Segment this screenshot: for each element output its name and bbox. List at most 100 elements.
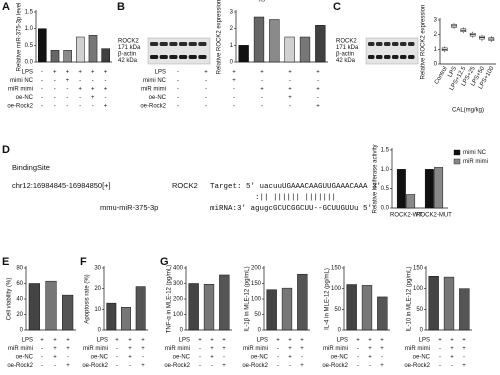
condition-sign: + bbox=[141, 363, 145, 369]
condition-sign: + bbox=[66, 363, 70, 369]
blot-band bbox=[368, 55, 375, 59]
condition-sign: + bbox=[288, 346, 292, 352]
bar bbox=[45, 280, 57, 331]
y-tick-label: 0.5 bbox=[381, 186, 390, 192]
blot-band bbox=[188, 42, 197, 46]
y-tick-label: 200 bbox=[251, 266, 262, 272]
condition-sign: + bbox=[300, 346, 304, 352]
condition-label: oe-NC bbox=[16, 355, 34, 361]
panel-label: G bbox=[160, 256, 169, 268]
condition-sign: - bbox=[317, 95, 319, 101]
condition-sign: - bbox=[199, 363, 201, 369]
condition-label: oe-Rock2 bbox=[242, 363, 268, 369]
panel-label: B bbox=[117, 1, 125, 13]
y-tick-label: 80 bbox=[16, 266, 23, 272]
condition-sign: + bbox=[316, 87, 320, 93]
blot-label: 171 kDa bbox=[118, 45, 141, 51]
blot-band bbox=[188, 55, 197, 59]
condition-sign: + bbox=[66, 70, 70, 76]
legend-label: mimi NC bbox=[463, 150, 487, 156]
bar bbox=[63, 50, 72, 63]
condition-sign: - bbox=[439, 346, 441, 352]
y-tick-label: 100 bbox=[331, 286, 342, 292]
condition-sign: + bbox=[210, 338, 214, 344]
y-tick-label: 1.5 bbox=[381, 148, 390, 154]
y-tick-label: 60 bbox=[16, 281, 23, 287]
condition-sign: - bbox=[357, 363, 359, 369]
condition-sign: + bbox=[198, 338, 202, 344]
condition-sign: - bbox=[116, 355, 118, 361]
condition-sign: + bbox=[78, 87, 82, 93]
y-tick-label: 100 bbox=[413, 286, 424, 292]
y-tick-label: 0.0 bbox=[381, 206, 390, 212]
blot-band bbox=[179, 42, 188, 46]
blot-label: β-actin bbox=[118, 52, 136, 58]
y-axis-label: Relative ROCK2 expression bbox=[421, 5, 427, 80]
condition-sign: - bbox=[116, 346, 118, 352]
bar bbox=[203, 284, 215, 331]
bar bbox=[219, 274, 230, 331]
condition-sign: + bbox=[222, 338, 226, 344]
condition-sign: + bbox=[232, 70, 236, 76]
bar bbox=[121, 307, 131, 331]
bar bbox=[315, 25, 326, 63]
condition-sign: + bbox=[78, 70, 82, 76]
condition-sign: + bbox=[222, 363, 226, 369]
condition-sign: - bbox=[142, 355, 144, 361]
condition-label: miR mimi bbox=[8, 346, 33, 352]
sig-label: * bbox=[246, 0, 249, 4]
y-tick-label: 1.0 bbox=[381, 167, 390, 173]
condition-sign: + bbox=[40, 338, 44, 344]
condition-sign: - bbox=[54, 87, 56, 93]
condition-sign: - bbox=[369, 363, 371, 369]
y-tick-label: 100 bbox=[173, 312, 184, 318]
condition-sign: - bbox=[357, 355, 359, 361]
x-tick-label: ROCK2-MUT bbox=[416, 213, 452, 219]
condition-sign: - bbox=[205, 87, 207, 93]
condition-label: miR mimi bbox=[165, 346, 190, 352]
mirna-seq: miRNA:3' agugcGCUCGGCUU--GCUUGUUu 5' bbox=[210, 205, 372, 213]
condition-sign: + bbox=[288, 95, 292, 101]
condition-sign: - bbox=[116, 363, 118, 369]
y-tick-label: 1 bbox=[434, 47, 438, 53]
condition-sign: - bbox=[66, 95, 68, 101]
bar bbox=[269, 19, 280, 63]
blot-label: ROCK2 bbox=[336, 39, 357, 45]
condition-sign: - bbox=[41, 346, 43, 352]
sig-label: * bbox=[330, 0, 333, 4]
sig-label: ** bbox=[285, 0, 290, 4]
y-tick-label: 1.0 bbox=[25, 26, 34, 32]
sig-label: ** bbox=[209, 0, 214, 4]
binding-title: BindingSite bbox=[12, 163, 50, 172]
y-axis-label: Relative miR-375-3p level bbox=[17, 3, 23, 72]
condition-sign: - bbox=[289, 363, 291, 369]
blot-band bbox=[400, 55, 407, 59]
condition-sign: + bbox=[210, 346, 214, 352]
condition-sign: + bbox=[91, 87, 95, 93]
condition-sign: - bbox=[54, 95, 56, 101]
legend-swatch bbox=[453, 149, 461, 156]
condition-sign: - bbox=[67, 355, 69, 361]
condition-sign: - bbox=[54, 363, 56, 369]
condition-sign: - bbox=[439, 363, 441, 369]
condition-sign: + bbox=[141, 346, 145, 352]
condition-sign: - bbox=[233, 95, 235, 101]
condition-sign: + bbox=[115, 338, 119, 344]
y-tick-label: 50 bbox=[334, 307, 341, 313]
condition-label: miR mimi bbox=[405, 346, 430, 352]
condition-sign: - bbox=[177, 87, 179, 93]
y-tick-label: 1 bbox=[230, 43, 234, 49]
y-tick-label: 0 bbox=[258, 328, 262, 334]
condition-sign: - bbox=[54, 78, 56, 84]
y-tick-label: 10 bbox=[94, 307, 101, 313]
sig-label: * bbox=[254, 0, 257, 4]
blot bbox=[147, 37, 211, 65]
condition-sign: - bbox=[199, 346, 201, 352]
condition-sign: + bbox=[380, 346, 384, 352]
condition-sign: + bbox=[450, 355, 454, 361]
blot-band bbox=[408, 55, 415, 59]
y-axis-label: Cell viability (%) bbox=[7, 278, 13, 321]
condition-label: oe-NC bbox=[413, 355, 431, 361]
bar bbox=[253, 16, 265, 63]
condition-label: oe-Rock2 bbox=[7, 104, 33, 110]
